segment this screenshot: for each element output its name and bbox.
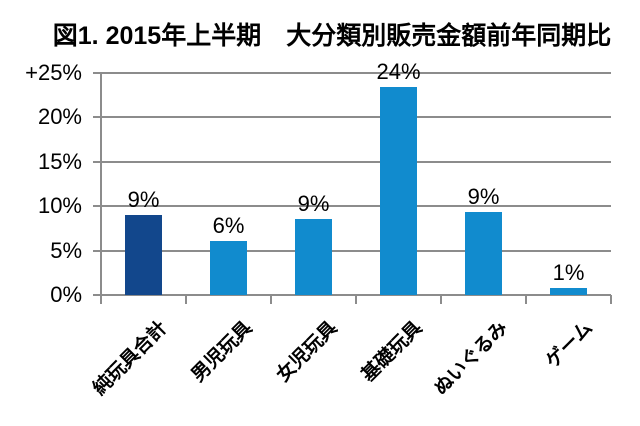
x-category-label: ぬいぐるみ bbox=[430, 317, 512, 400]
bar-slot: 9% bbox=[271, 73, 356, 295]
x-category-label: 女児玩具 bbox=[273, 317, 342, 387]
chart-title: 図1. 2015年上半期 大分類別販売金額前年同期比 bbox=[52, 22, 612, 50]
x-axis-tick bbox=[355, 295, 357, 304]
bar-slot: 6% bbox=[186, 73, 271, 295]
x-axis-tick bbox=[440, 295, 442, 304]
bar-6: 1% bbox=[550, 260, 587, 295]
x-category-label: 男児玩具 bbox=[188, 317, 257, 387]
gridline bbox=[101, 205, 611, 208]
y-axis-tick bbox=[93, 116, 101, 119]
y-axis-tick bbox=[93, 249, 101, 252]
y-axis-tick-label: 5% bbox=[50, 237, 82, 263]
bar-slot: 24% bbox=[356, 60, 441, 295]
bar-value-label: 24% bbox=[376, 59, 421, 85]
bars-row: 9% 6% 9% 24% 9% 1% bbox=[101, 60, 611, 295]
bar-value-label: 6% bbox=[212, 212, 245, 238]
y-axis-tick bbox=[93, 160, 101, 163]
x-axis-tick bbox=[100, 295, 102, 304]
bar-1: 9% bbox=[125, 188, 162, 295]
bar-slot: 9% bbox=[101, 73, 186, 295]
bar-3: 9% bbox=[295, 191, 332, 295]
x-category-label: 純玩具合計 bbox=[89, 317, 172, 400]
bar-value-label: 9% bbox=[127, 187, 160, 213]
bar-4: 24% bbox=[376, 60, 421, 295]
y-axis-tick-label: 0% bbox=[50, 282, 82, 307]
bar-slot: 1% bbox=[526, 73, 611, 295]
y-axis-tick bbox=[93, 205, 101, 208]
gridline bbox=[101, 249, 611, 252]
gridline bbox=[101, 116, 611, 119]
gridline bbox=[101, 160, 611, 163]
y-axis-line bbox=[100, 73, 102, 304]
bar-2: 6% bbox=[210, 213, 247, 295]
y-axis-tick bbox=[93, 72, 101, 74]
y-axis-tick-label: 10% bbox=[37, 193, 82, 219]
plot-area: 9% 6% 9% 24% 9% 1% bbox=[101, 60, 611, 296]
x-axis-tick bbox=[270, 295, 272, 304]
y-axis-tick bbox=[93, 294, 101, 296]
x-axis-tick bbox=[185, 295, 187, 304]
bar-5: 9% bbox=[465, 185, 502, 295]
x-category-label: 基礎玩具 bbox=[358, 317, 427, 387]
y-axis-tick-label: 20% bbox=[37, 104, 82, 130]
bar-value-label: 9% bbox=[467, 184, 500, 210]
x-category-label: ゲーム bbox=[542, 317, 597, 373]
bar-value-label: 9% bbox=[297, 190, 330, 216]
bar-slot: 9% bbox=[441, 73, 526, 295]
x-axis-tick bbox=[610, 295, 612, 304]
x-axis-tick bbox=[525, 295, 527, 304]
y-axis-tick-label: +25% bbox=[25, 60, 82, 85]
bar-value-label: 1% bbox=[552, 259, 585, 285]
y-axis-tick-label: 15% bbox=[37, 148, 82, 174]
gridline bbox=[101, 72, 611, 74]
